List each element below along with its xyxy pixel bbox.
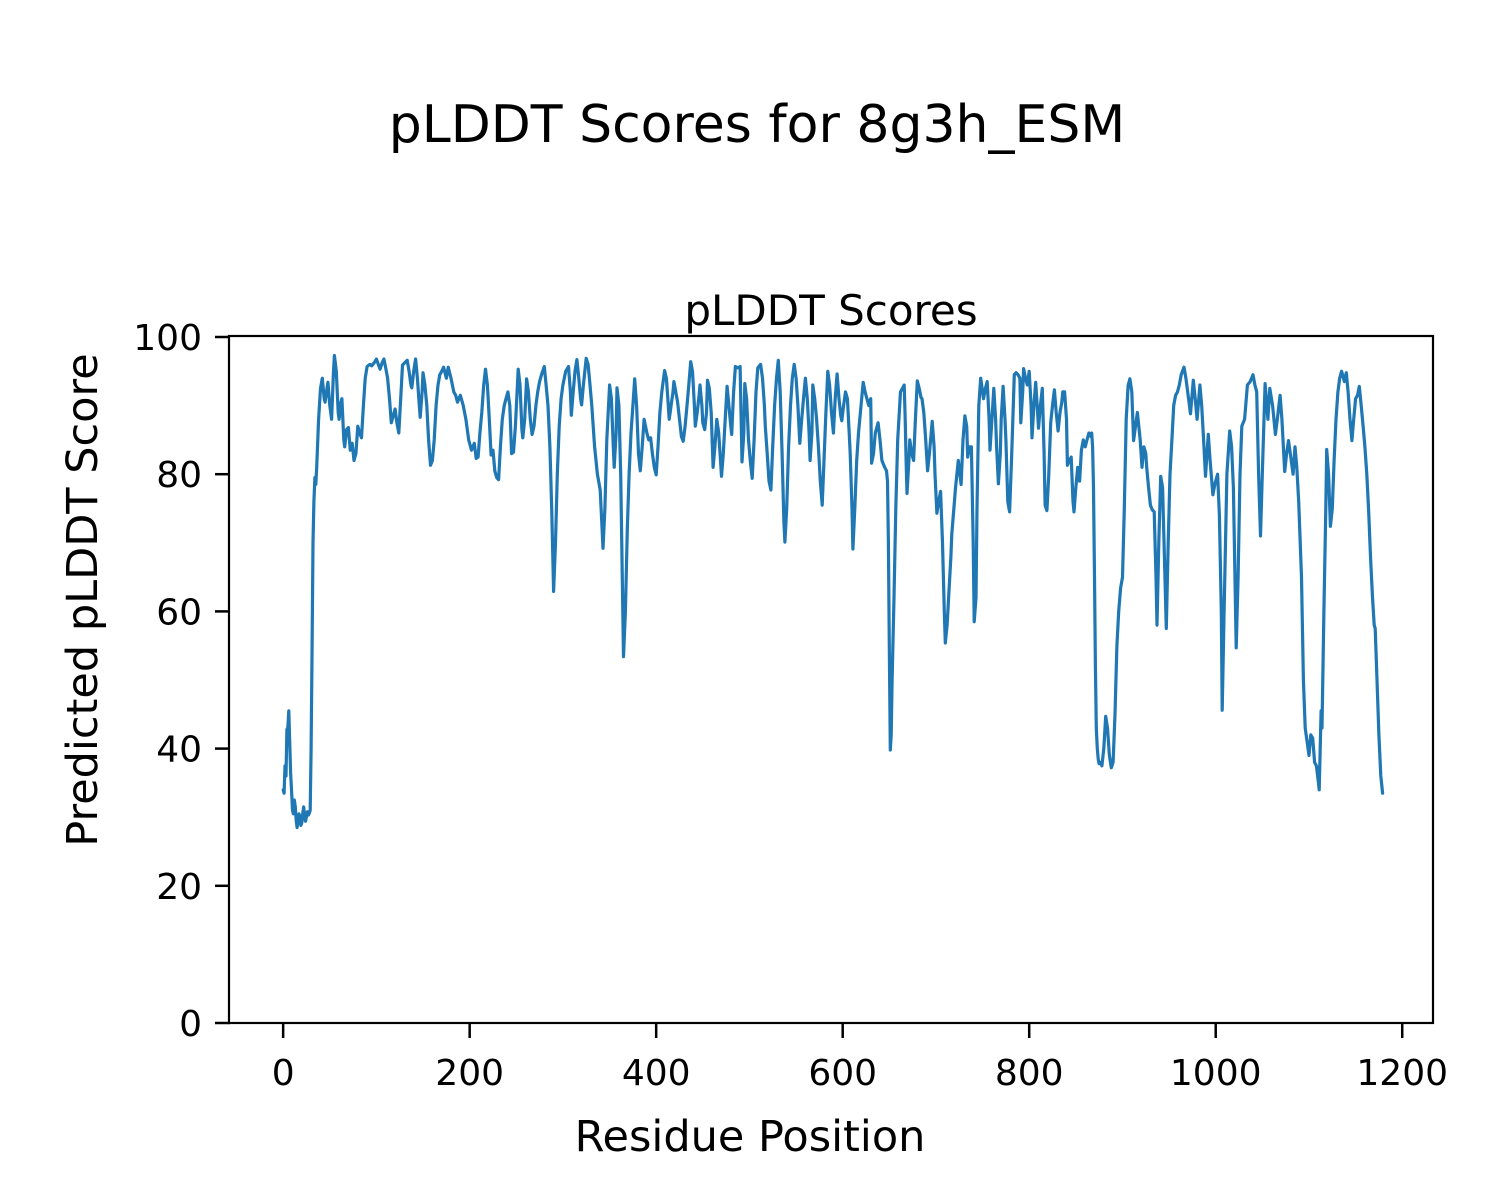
y-tick-label: 60: [156, 592, 202, 633]
y-axis-ticks: 0 20 40 60 80 100: [133, 318, 230, 1045]
x-tick-label: 600: [808, 1053, 877, 1094]
x-axis-label: Residue Position: [575, 1112, 926, 1162]
y-tick-label: 20: [156, 867, 202, 908]
x-tick-label: 800: [995, 1053, 1064, 1094]
x-tick-label: 200: [435, 1053, 504, 1094]
plot-border: [227, 334, 1435, 1025]
plddt-line-series: [281, 353, 1385, 830]
x-axis-ticks: 0 200 400 600 800 1000 1200: [272, 1023, 1448, 1094]
x-tick-label: 0: [272, 1053, 295, 1094]
y-tick-label: 80: [156, 455, 202, 496]
y-axis-label: Predicted pLDDT Score: [58, 353, 108, 846]
x-tick-label: 1200: [1356, 1053, 1448, 1094]
x-tick-label: 1000: [1170, 1053, 1262, 1094]
x-tick-label: 400: [622, 1053, 691, 1094]
y-tick-label: 40: [156, 730, 202, 771]
figure-title: pLDDT Scores for 8g3h_ESM: [389, 95, 1126, 155]
y-tick-label: 0: [179, 1004, 202, 1045]
y-tick-label: 100: [133, 318, 202, 359]
axes-title: pLDDT Scores: [684, 286, 977, 335]
